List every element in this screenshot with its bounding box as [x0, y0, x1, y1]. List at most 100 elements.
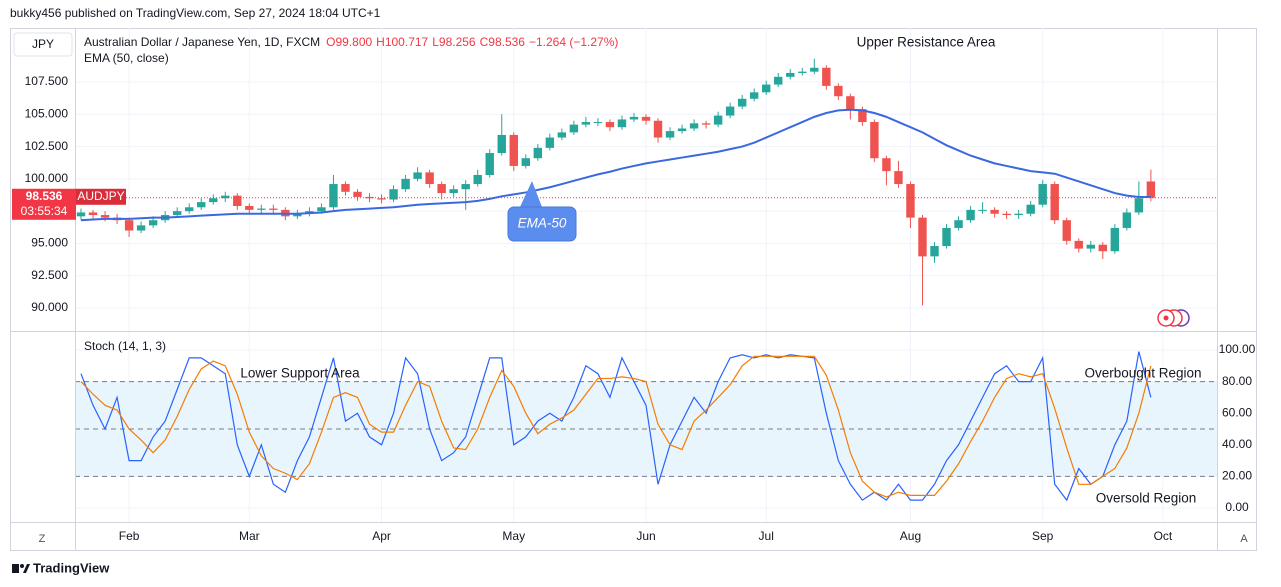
candle-body — [353, 191, 362, 197]
candle-body — [533, 147, 543, 159]
alert-icons[interactable] — [1157, 309, 1190, 327]
last-price-label: 98.536 — [26, 189, 63, 203]
auto-label[interactable]: A — [1240, 533, 1248, 545]
annotation: Lower Support Area — [240, 366, 360, 381]
candle-body — [257, 208, 266, 210]
candle-body — [557, 132, 567, 138]
price-label-box — [12, 188, 76, 220]
y-tick-label: 40.00 — [1222, 437, 1252, 451]
candle-body — [413, 172, 422, 179]
chart-title: Australian Dollar / Japanese Yen, 1D, FX… — [84, 35, 320, 49]
y-tick-label: 100.000 — [25, 171, 69, 185]
y-tick-label: 20.00 — [1222, 469, 1252, 483]
candle-body — [653, 120, 663, 138]
y-tick-label: 92.500 — [31, 268, 68, 282]
candle-body — [341, 184, 350, 192]
candle-body — [148, 220, 158, 226]
symbol-label: AUDJPY — [77, 189, 124, 203]
candle-body — [245, 205, 254, 210]
candle-body — [882, 158, 891, 172]
candle-body — [1050, 184, 1059, 221]
candle-body — [1110, 227, 1120, 252]
currency-button[interactable] — [13, 32, 73, 57]
candle-body — [762, 84, 771, 93]
callout-box — [507, 206, 577, 242]
candle-body — [689, 123, 699, 129]
candle-body — [136, 225, 146, 231]
candle-body — [449, 189, 458, 194]
candle-body — [377, 198, 386, 200]
candle-body — [88, 212, 98, 216]
legend-line: Australian Dollar / Japanese Yen, 1D, FX… — [84, 35, 618, 49]
y-tick-label: 102.500 — [25, 139, 69, 153]
candle-body — [593, 122, 603, 124]
candle-body — [1038, 184, 1047, 205]
icon[interactable] — [1163, 315, 1169, 321]
candle-body — [1146, 181, 1156, 198]
candle-body — [76, 212, 86, 217]
candle-body — [1062, 220, 1071, 241]
x-tick-label: May — [502, 529, 525, 543]
zoom-label[interactable]: Z — [39, 533, 46, 545]
candle-body — [197, 202, 206, 208]
ohlc-change: −1.264 (−1.27%) — [529, 35, 618, 49]
candle-body — [1002, 213, 1011, 216]
candle-body — [473, 174, 482, 185]
candle-body — [822, 67, 831, 86]
y-tick-label: 80.00 — [1222, 374, 1252, 388]
stoch-line — [80, 355, 1152, 498]
candle-body — [834, 85, 843, 97]
candle-body — [485, 153, 494, 175]
candle-body — [617, 119, 627, 128]
symbol-label-box — [76, 188, 126, 205]
candle-body — [389, 189, 398, 200]
candle-body — [1122, 212, 1132, 228]
candle-body — [774, 76, 783, 85]
candle-body — [798, 71, 807, 73]
candle-body — [100, 215, 110, 218]
candle-body — [665, 131, 675, 138]
auto-button[interactable] — [1235, 530, 1253, 548]
annotation: Upper Resistance Area — [857, 35, 996, 50]
candle-body — [786, 72, 795, 77]
candle-body — [124, 220, 134, 231]
footer-brand: TradingView — [33, 560, 110, 575]
ohlc-high: H100.717 — [376, 35, 428, 49]
annotation: Oversold Region — [1096, 491, 1197, 506]
y-tick-label: 107.500 — [25, 74, 69, 88]
labels-layer: Feb Mar Apr May Jun Jul Aug Sep Oct 90.000 92.500 9… — [12, 74, 1256, 543]
x-tick-label: Oct — [1154, 529, 1173, 543]
candle-body — [894, 171, 903, 185]
y-tick-label: 0.00 — [1225, 500, 1249, 514]
candle-body — [737, 98, 747, 107]
legend-ema: EMA (50, close) — [84, 51, 169, 65]
logo-part — [23, 564, 30, 573]
candle-body — [641, 116, 651, 121]
candle-body — [677, 128, 687, 132]
candle-body — [317, 207, 326, 212]
ema-line — [80, 108, 1151, 222]
candle-body — [870, 122, 879, 159]
y-tick-label: 60.00 — [1222, 405, 1252, 419]
ohlc-open: O99.800 — [326, 35, 372, 49]
candle-body — [810, 67, 819, 72]
candle-body — [461, 184, 470, 190]
candle-body — [569, 124, 579, 133]
marks-layer — [75, 58, 1217, 502]
x-tick-label: Jul — [759, 529, 774, 543]
logo-part — [20, 564, 24, 568]
candle-body — [401, 178, 410, 190]
ohlc-low: L98.256 — [432, 35, 476, 49]
candle-body — [713, 115, 723, 125]
candle-body — [497, 134, 506, 154]
y-tick-label: 95.000 — [31, 236, 68, 250]
candle-body — [172, 211, 182, 216]
x-tick-label: Aug — [900, 529, 921, 543]
candle-body — [918, 217, 927, 257]
ohlc-close: C98.536 — [480, 35, 526, 49]
currency-label[interactable]: JPY — [32, 37, 54, 51]
zoom-button[interactable] — [33, 530, 51, 548]
candle-body — [581, 122, 591, 125]
